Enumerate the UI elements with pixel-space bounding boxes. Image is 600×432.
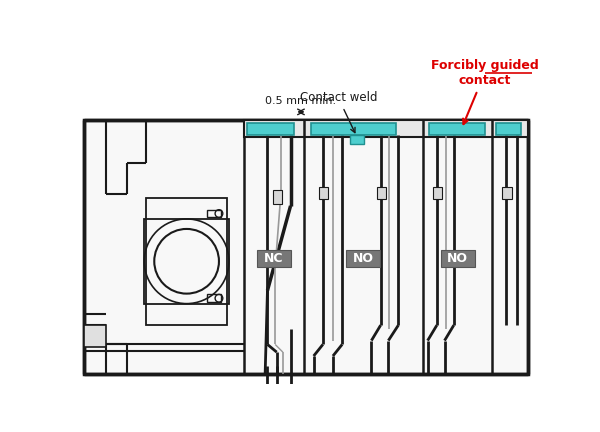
Text: Forcibly guided
contact: Forcibly guided contact [431, 59, 538, 124]
Bar [273, 191, 282, 204]
Bar [244, 120, 529, 137]
Text: NO: NO [447, 252, 468, 266]
Bar [208, 210, 221, 217]
Bar [496, 123, 521, 135]
Bar [441, 250, 475, 267]
Bar [84, 120, 529, 374]
Bar [311, 123, 396, 135]
Bar [208, 294, 221, 302]
Bar [429, 123, 485, 135]
Bar [346, 250, 380, 267]
Bar [84, 325, 106, 347]
Bar [319, 187, 328, 199]
Bar [257, 250, 290, 267]
Text: NC: NC [264, 252, 283, 266]
Bar [144, 219, 229, 304]
Text: NO: NO [352, 252, 373, 266]
Text: Contact weld: Contact weld [299, 91, 377, 133]
Bar [502, 187, 512, 199]
Bar [350, 135, 364, 144]
Bar [377, 187, 386, 199]
Bar [146, 198, 227, 325]
Bar [247, 123, 293, 135]
Text: 0.5 mm min.: 0.5 mm min. [265, 96, 337, 106]
Bar [433, 187, 442, 199]
